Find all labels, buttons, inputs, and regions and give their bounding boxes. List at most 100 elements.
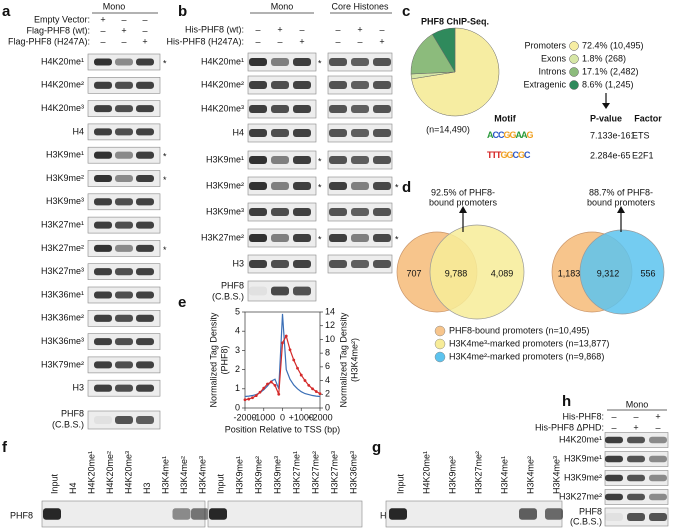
- data-point: [281, 341, 284, 345]
- band: [115, 416, 133, 424]
- legend-label: Exons: [541, 53, 567, 63]
- band: [627, 513, 645, 521]
- row-label: PHF8: [10, 510, 33, 520]
- total-label: (n=14,490): [426, 124, 470, 134]
- band: [136, 338, 154, 346]
- y2-axis-note: (H3K4me²): [349, 338, 359, 382]
- band: [136, 361, 154, 369]
- blot: [207, 500, 363, 528]
- band: [373, 105, 391, 113]
- band: [115, 361, 133, 369]
- significance-marker: *: [395, 234, 399, 244]
- band: [249, 156, 267, 164]
- band: [373, 182, 391, 190]
- band: [329, 208, 347, 216]
- data-point: [262, 386, 266, 390]
- lane-label: H3K4me³: [197, 456, 207, 494]
- legend-value: 1.8% (268): [582, 53, 626, 63]
- condition-sign: –: [299, 24, 304, 34]
- band: [373, 260, 391, 268]
- venn-count: 1,183: [558, 268, 581, 278]
- band: [351, 81, 369, 89]
- band: [293, 58, 311, 66]
- band: [605, 436, 623, 444]
- group-header: Mono: [271, 1, 294, 11]
- condition-sign: –: [655, 422, 660, 432]
- band: [115, 58, 133, 66]
- band: [136, 81, 154, 89]
- band: [271, 81, 289, 89]
- band: [351, 234, 369, 242]
- legend-swatch: [569, 67, 579, 77]
- lane-label: H4K20me¹: [86, 451, 96, 494]
- condition-label: Flag-PHF8 (H247A):: [8, 36, 90, 46]
- band: [351, 260, 369, 268]
- row-label: H3K27me²: [201, 232, 244, 242]
- condition-sign: –: [277, 36, 282, 46]
- condition-label: His-PHF8:: [562, 411, 604, 421]
- band: [136, 244, 154, 252]
- band: [605, 513, 623, 521]
- venn-count: 9,788: [445, 268, 468, 278]
- significance-marker: *: [318, 182, 322, 192]
- band: [293, 182, 311, 190]
- band: [115, 244, 133, 252]
- data-point: [277, 392, 281, 396]
- band: [329, 58, 347, 66]
- venn-circle: [579, 229, 665, 315]
- band: [329, 260, 347, 268]
- legend-value: 17.1% (2,482): [582, 66, 639, 76]
- band: [373, 208, 391, 216]
- condition-sign: –: [121, 36, 126, 46]
- band: [136, 384, 154, 392]
- data-point: [288, 348, 292, 352]
- band: [115, 338, 133, 346]
- blot: [87, 53, 161, 71]
- row-label: H3K36me²: [41, 313, 84, 323]
- band: [271, 286, 289, 296]
- lane-label: H3K27me²: [473, 451, 483, 494]
- data-point: [284, 334, 288, 338]
- lane-label: Input: [215, 473, 225, 494]
- lane-label: H3K9me²: [253, 456, 263, 494]
- condition-label: Empty Vector:: [34, 14, 90, 24]
- data-point: [307, 383, 311, 387]
- row-label: H3K27me²: [41, 243, 84, 253]
- band: [136, 291, 154, 299]
- condition-sign: –: [611, 411, 616, 421]
- significance-marker: *: [318, 156, 322, 166]
- condition-sign: –: [379, 24, 384, 34]
- table-header: Motif: [494, 113, 516, 123]
- band: [351, 58, 369, 66]
- y2-tick-label: 12: [325, 320, 335, 330]
- significance-marker: *: [318, 58, 322, 68]
- y-axis-title: Normalized Tag Density: [208, 312, 218, 407]
- band: [94, 361, 112, 369]
- data-point: [311, 387, 314, 391]
- chart-title: PHF8 ChIP-Seq.: [421, 16, 489, 26]
- lane-label: H3K4me¹: [160, 456, 170, 494]
- pie-slice: [410, 33, 456, 75]
- panel-letter: f: [2, 439, 8, 456]
- data-point: [243, 398, 247, 402]
- condition-sign: –: [121, 14, 126, 24]
- row-label: H3K27me¹: [41, 219, 84, 229]
- band: [249, 129, 267, 137]
- data-point: [292, 358, 296, 362]
- condition-sign: +: [633, 422, 638, 432]
- row-label: H3K36me¹: [41, 289, 84, 299]
- condition-sign: –: [255, 36, 260, 46]
- band: [605, 455, 623, 463]
- band: [136, 416, 154, 424]
- band: [115, 174, 133, 183]
- lane-label: Input: [49, 473, 59, 494]
- band: [249, 182, 267, 190]
- lane-label: H4K20me²: [105, 451, 115, 494]
- row-label: PHF8: [221, 280, 244, 290]
- condition-sign: +: [277, 24, 282, 34]
- band: [373, 81, 391, 89]
- legend-label: H3K4me³-marked promoters (n=13,877): [449, 338, 609, 348]
- band: [249, 81, 267, 89]
- row-label: PHF8: [579, 506, 602, 516]
